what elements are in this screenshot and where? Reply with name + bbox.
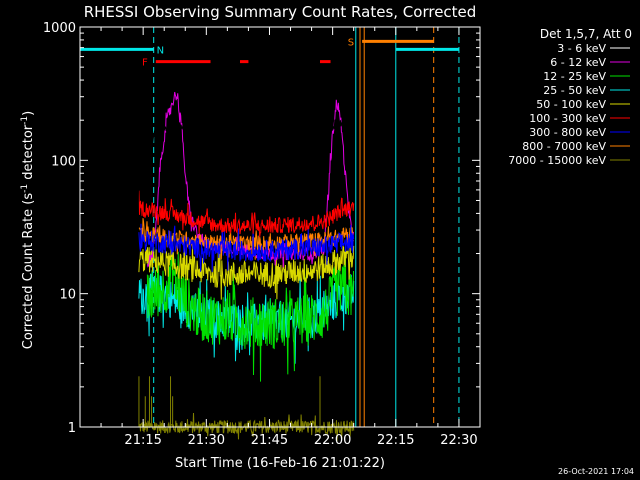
legend-label-2: 12 - 25 keV: [543, 70, 606, 83]
flag-label-S: S: [348, 37, 354, 48]
series-line-6: [138, 223, 355, 273]
chart-layer-series: [134, 91, 355, 461]
legend-label-1: 6 - 12 keV: [550, 56, 606, 69]
chart-layer-guides: NF S: [79, 27, 460, 427]
legend-title: Det 1,5,7, Att 0: [540, 27, 632, 41]
x-tick-label-2: 21:45: [251, 433, 288, 448]
x-tick-label-1: 21:30: [188, 433, 225, 448]
flag-label-N: N: [157, 45, 164, 56]
series-line-5: [138, 190, 355, 238]
series-line-8: [138, 412, 355, 442]
x-tick-label-3: 22:00: [314, 433, 351, 448]
x-tick-label-4: 22:15: [377, 433, 414, 448]
flag-label-F: F: [142, 58, 148, 69]
series-line-4: [138, 235, 355, 300]
y-axis-label-mid: detector: [21, 124, 36, 184]
timestamp: 26-Oct-2021 17:04: [558, 467, 634, 476]
chart-layer-ticks: 1 10 100 1000 21:15 21:30 21:45 22:00 22:15 22:30: [43, 21, 481, 448]
series-line-0: [134, 115, 354, 461]
series-line-1: [146, 91, 354, 268]
y-axis-label-main: Corrected Count Rate (s: [21, 193, 36, 350]
y-axis-label-sup1: -1: [20, 184, 30, 193]
y-axis-label-sup2: -1: [20, 116, 30, 125]
legend-label-6: 300 - 800 keV: [529, 126, 606, 139]
x-tick-label-0: 21:15: [124, 433, 161, 448]
x-tick-label-5: 22:30: [440, 433, 477, 448]
legend-label-4: 50 - 100 keV: [536, 98, 606, 111]
legend-label-5: 100 - 300 keV: [529, 112, 606, 125]
legend-label-3: 25 - 50 keV: [543, 84, 606, 97]
legend-label-7: 800 - 7000 keV: [522, 140, 606, 153]
y-axis-label: Corrected Count Rate (s-1 detector-1): [20, 111, 36, 349]
y-tick-label-3: 1000: [43, 21, 76, 36]
x-axis-label: Start Time (16-Feb-16 21:01:22): [175, 456, 385, 471]
series-line-2: [146, 249, 354, 382]
plot-frame: [79, 26, 481, 428]
y-tick-label-1: 10: [59, 288, 76, 303]
legend-label-8: 7000 - 15000 keV: [508, 154, 606, 167]
chart-title: RHESSI Observing Summary Count Rates, Co…: [84, 3, 477, 21]
y-tick-label-0: 1: [68, 421, 76, 436]
legend-label-0: 3 - 6 keV: [557, 42, 606, 55]
y-axis-label-end: ): [21, 111, 36, 116]
y-tick-label-2: 100: [51, 154, 76, 169]
